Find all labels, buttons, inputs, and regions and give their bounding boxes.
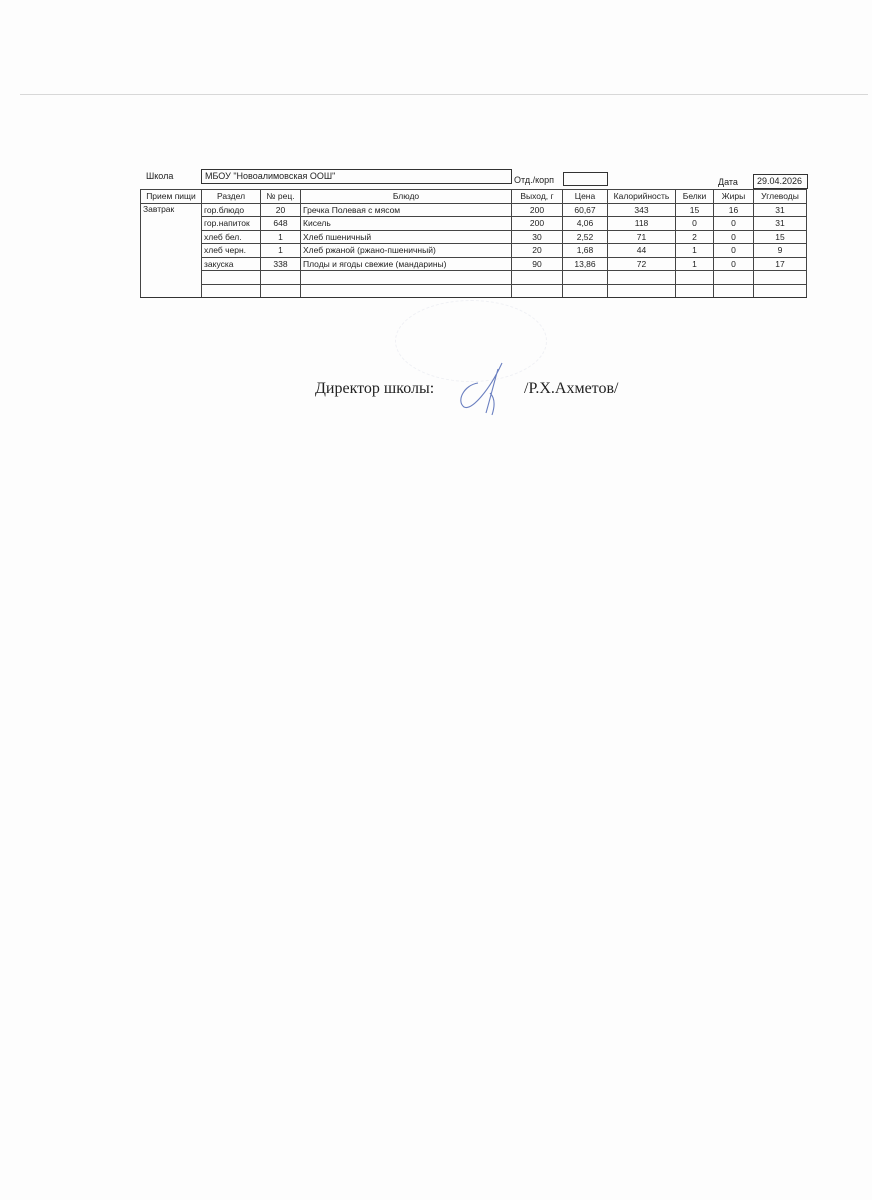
empty-cell bbox=[753, 283, 807, 298]
table-cell: 200 bbox=[511, 216, 563, 231]
table-cell: 0 bbox=[713, 216, 754, 231]
table-cell: 9 bbox=[753, 243, 807, 258]
col-header: Калорийность bbox=[607, 189, 676, 204]
table-cell: 15 bbox=[753, 229, 807, 244]
table-cell: 343 bbox=[607, 202, 676, 217]
table-row: хлеб черн. 1 Хлеб ржаной (ржано-пшеничный)… bbox=[141, 243, 807, 258]
date-label: Дата bbox=[718, 177, 738, 187]
table-cell: 60,67 bbox=[562, 202, 608, 217]
table-cell: закуска bbox=[201, 256, 261, 271]
table-cell: Кисель bbox=[300, 216, 512, 231]
empty-cell bbox=[753, 270, 807, 285]
signature-icon bbox=[460, 362, 503, 416]
col-header: Жиры bbox=[713, 189, 754, 204]
table-cell: 118 bbox=[607, 216, 676, 231]
table-cell: 200 bbox=[511, 202, 563, 217]
table-cell: гор.напиток bbox=[201, 216, 261, 231]
branch-field bbox=[563, 172, 608, 186]
date-field: 29.04.2026 bbox=[753, 174, 808, 189]
empty-cell bbox=[300, 270, 512, 285]
table-cell: Хлеб пшеничный bbox=[300, 229, 512, 244]
faint-stamp bbox=[395, 300, 547, 382]
table-cell: 648 bbox=[260, 216, 301, 231]
branch-label: Отд./корп bbox=[514, 175, 554, 185]
table-cell: 1,68 bbox=[562, 243, 608, 258]
table-cell: хлеб черн. bbox=[201, 243, 261, 258]
table-cell: 31 bbox=[753, 216, 807, 231]
table-cell: 0 bbox=[713, 256, 754, 271]
empty-cell bbox=[607, 270, 676, 285]
table-cell: 44 bbox=[607, 243, 676, 258]
empty-cell bbox=[675, 270, 714, 285]
table-cell: хлеб бел. bbox=[201, 229, 261, 244]
empty-cell bbox=[511, 270, 563, 285]
table-row: закуска 338 Плоды и ягоды свежие (мандарин… bbox=[141, 256, 807, 271]
table-cell: 0 bbox=[713, 229, 754, 244]
table-cell: 13,86 bbox=[562, 256, 608, 271]
table-row: хлеб бел. 1 Хлеб пшеничный 30 2,52 71 2 0 15 bbox=[141, 229, 807, 244]
school-field: МБОУ "Новоалимовская ООШ" bbox=[201, 169, 512, 184]
col-header: Выход, г bbox=[511, 189, 563, 204]
empty-cell bbox=[201, 270, 261, 285]
table-cell: 1 bbox=[260, 229, 301, 244]
table-cell: 72 bbox=[607, 256, 676, 271]
table-cell: 20 bbox=[260, 202, 301, 217]
empty-cell bbox=[260, 270, 301, 285]
table-cell: 1 bbox=[675, 243, 714, 258]
table-cell: 0 bbox=[675, 216, 714, 231]
scan-edge-line bbox=[20, 94, 868, 95]
table-cell: 338 bbox=[260, 256, 301, 271]
meal-cell: Завтрак bbox=[140, 202, 202, 298]
table-row: гор.напиток 648 Кисель 200 4,06 118 0 0 31 bbox=[141, 216, 807, 231]
col-header: Углеводы bbox=[753, 189, 807, 204]
col-header: Белки bbox=[675, 189, 714, 204]
table-cell: 17 bbox=[753, 256, 807, 271]
col-header: № рец. bbox=[260, 189, 301, 204]
table-cell: 20 bbox=[511, 243, 563, 258]
table-cell: 15 bbox=[675, 202, 714, 217]
menu-table: Прием пищи Раздел № рец. Блюдо Выход, г … bbox=[140, 189, 807, 298]
table-cell: Хлеб ржаной (ржано-пшеничный) bbox=[300, 243, 512, 258]
empty-cell bbox=[713, 283, 754, 298]
empty-cell bbox=[562, 283, 608, 298]
empty-cell bbox=[713, 270, 754, 285]
director-label: Директор школы: bbox=[315, 380, 435, 397]
empty-cell bbox=[201, 283, 261, 298]
table-cell: 0 bbox=[713, 243, 754, 258]
empty-cell bbox=[675, 283, 714, 298]
col-header: Блюдо bbox=[300, 189, 512, 204]
empty-cell bbox=[300, 283, 512, 298]
school-label: Школа bbox=[146, 171, 174, 181]
col-header: Раздел bbox=[201, 189, 261, 204]
table-cell: 71 bbox=[607, 229, 676, 244]
table-row: Завтрак гор.блюдо 20 Гречка Полевая с мясо… bbox=[140, 202, 807, 298]
empty-cell bbox=[511, 283, 563, 298]
table-cell: 1 bbox=[260, 243, 301, 258]
table-cell: 2 bbox=[675, 229, 714, 244]
table-cell: 31 bbox=[753, 202, 807, 217]
table-cell: Плоды и ягоды свежие (мандарины) bbox=[300, 256, 512, 271]
table-cell: 16 bbox=[713, 202, 754, 217]
empty-row bbox=[141, 283, 807, 298]
table-cell: гор.блюдо bbox=[201, 202, 261, 217]
table-cell: 90 bbox=[511, 256, 563, 271]
empty-cell bbox=[260, 283, 301, 298]
table-cell: Гречка Полевая с мясом bbox=[300, 202, 512, 217]
director-name: /Р.Х.Ахметов/ bbox=[524, 380, 619, 397]
col-header: Цена bbox=[562, 189, 608, 204]
table-header-row: Прием пищи Раздел № рец. Блюдо Выход, г … bbox=[140, 189, 807, 204]
empty-cell bbox=[607, 283, 676, 298]
col-header: Прием пищи bbox=[140, 189, 202, 204]
table-cell: 2,52 bbox=[562, 229, 608, 244]
table-cell: 30 bbox=[511, 229, 563, 244]
empty-row bbox=[141, 270, 807, 285]
empty-cell bbox=[562, 270, 608, 285]
table-cell: 4,06 bbox=[562, 216, 608, 231]
table-cell: 1 bbox=[675, 256, 714, 271]
